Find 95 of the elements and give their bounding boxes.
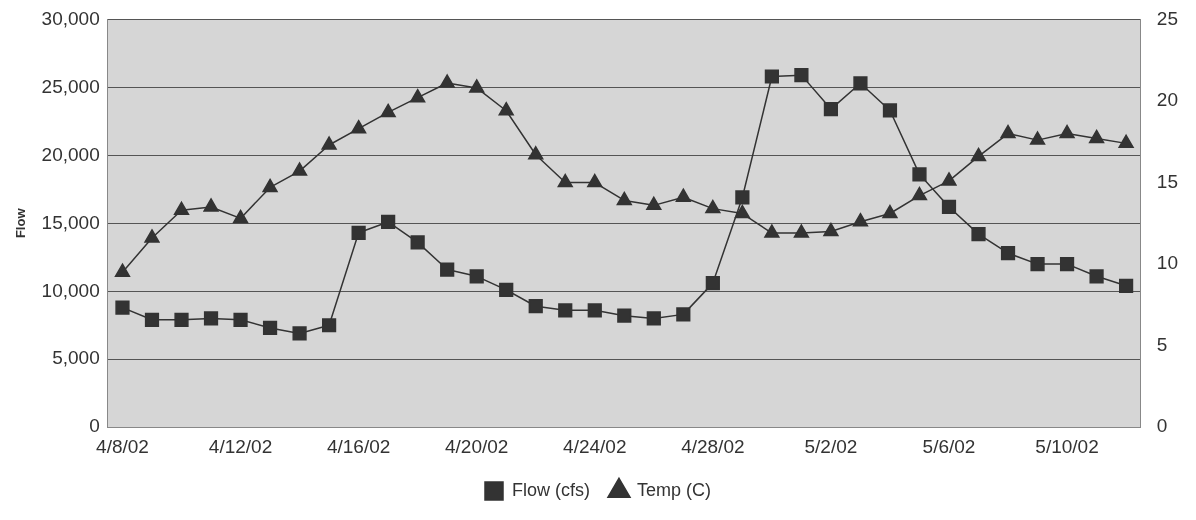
point bbox=[203, 198, 219, 212]
x-tick-label: 4/24/02 bbox=[563, 435, 627, 457]
x-tick-label: 4/20/02 bbox=[444, 435, 509, 457]
point bbox=[1029, 131, 1046, 145]
y2-tick-label: 25 bbox=[1156, 7, 1179, 29]
point bbox=[617, 308, 632, 323]
point bbox=[1118, 134, 1134, 149]
point bbox=[262, 178, 278, 193]
y2-tick-label: 20 bbox=[1156, 89, 1179, 111]
point bbox=[646, 311, 661, 326]
y-axis-title: Flow bbox=[13, 207, 29, 239]
point bbox=[144, 229, 160, 243]
point bbox=[321, 318, 337, 333]
point bbox=[882, 204, 898, 219]
point bbox=[616, 191, 632, 206]
point bbox=[646, 196, 662, 211]
y-tick-label: 10,000 bbox=[41, 279, 100, 301]
point bbox=[735, 190, 750, 205]
point bbox=[440, 262, 455, 277]
point bbox=[676, 307, 691, 322]
point bbox=[882, 103, 898, 118]
point bbox=[1000, 124, 1016, 139]
point bbox=[911, 186, 928, 201]
point bbox=[1030, 256, 1045, 272]
point bbox=[675, 188, 692, 202]
point bbox=[970, 147, 987, 162]
y2-tick-label: 5 bbox=[1156, 333, 1168, 355]
point bbox=[1089, 269, 1104, 284]
y2-tick-label: 15 bbox=[1156, 170, 1179, 192]
point bbox=[1059, 256, 1075, 272]
point bbox=[557, 173, 573, 188]
point bbox=[291, 162, 308, 176]
y-tick-label: 30,000 bbox=[41, 7, 100, 29]
point bbox=[351, 225, 366, 240]
point bbox=[528, 146, 544, 160]
point bbox=[439, 74, 455, 88]
point bbox=[410, 235, 425, 250]
point bbox=[823, 102, 839, 117]
point bbox=[764, 224, 780, 238]
y-tick-label: 5,000 bbox=[52, 347, 100, 369]
point bbox=[734, 204, 751, 219]
point bbox=[793, 224, 810, 238]
point bbox=[912, 167, 927, 182]
x-tick-label: 5/10/02 bbox=[1035, 435, 1099, 457]
point bbox=[941, 199, 957, 215]
y-tick-label: 20,000 bbox=[41, 143, 100, 165]
point bbox=[764, 69, 779, 84]
y2-tick-label: 0 bbox=[1156, 415, 1168, 437]
y-tick-label: 15,000 bbox=[41, 211, 100, 233]
point bbox=[705, 199, 721, 214]
point bbox=[528, 299, 543, 314]
x-tick-label: 4/8/02 bbox=[96, 435, 149, 457]
point bbox=[469, 269, 484, 284]
point bbox=[852, 212, 869, 227]
point bbox=[233, 312, 248, 327]
y-tick-label: 25,000 bbox=[41, 75, 100, 97]
point bbox=[498, 102, 514, 116]
point bbox=[173, 201, 190, 215]
point bbox=[705, 276, 720, 291]
point bbox=[1059, 124, 1075, 139]
point bbox=[321, 136, 337, 150]
point bbox=[380, 103, 396, 118]
point bbox=[1088, 129, 1105, 144]
point bbox=[409, 88, 426, 103]
point bbox=[1118, 278, 1134, 293]
point bbox=[262, 320, 278, 336]
point bbox=[232, 209, 249, 224]
point bbox=[941, 172, 957, 186]
point bbox=[115, 300, 130, 315]
x-tick-label: 4/16/02 bbox=[326, 435, 391, 457]
legend-label: Temp (C) bbox=[637, 479, 712, 500]
point bbox=[114, 263, 131, 277]
x-tick-label: 5/6/02 bbox=[922, 435, 976, 457]
point bbox=[292, 326, 307, 341]
point bbox=[350, 119, 367, 134]
point bbox=[499, 282, 514, 298]
point bbox=[971, 227, 986, 242]
x-tick-label: 5/2/02 bbox=[804, 435, 858, 457]
point bbox=[469, 79, 485, 93]
point bbox=[587, 303, 602, 318]
point bbox=[587, 173, 603, 188]
legend-label: Flow (cfs) bbox=[512, 479, 590, 500]
point bbox=[144, 312, 160, 327]
x-tick-label: 4/12/02 bbox=[208, 435, 273, 457]
point bbox=[853, 76, 868, 91]
x-tick-label: 4/28/02 bbox=[681, 435, 745, 457]
point bbox=[381, 214, 396, 230]
point bbox=[823, 222, 839, 237]
point bbox=[1000, 246, 1016, 261]
y-tick-label: 0 bbox=[89, 415, 100, 437]
y2-tick-label: 10 bbox=[1156, 252, 1179, 274]
point bbox=[794, 68, 809, 83]
point bbox=[203, 311, 219, 326]
point bbox=[558, 303, 573, 318]
point bbox=[174, 312, 189, 327]
